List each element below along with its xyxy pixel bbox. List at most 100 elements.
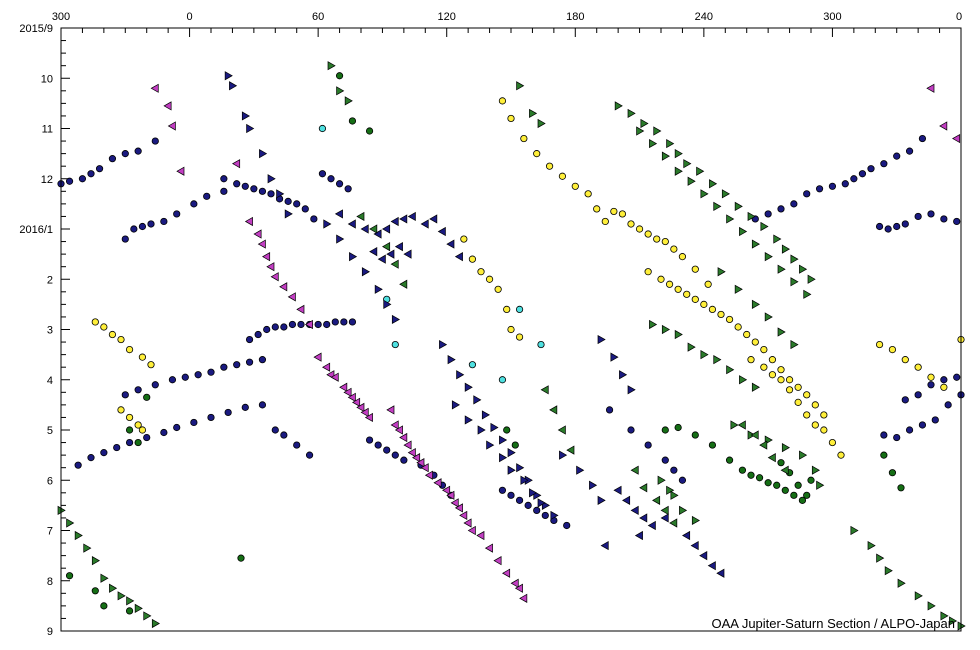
triangle-right-marker [473, 395, 482, 405]
circle-marker [138, 353, 147, 361]
circle-marker [143, 393, 151, 401]
circle-marker [691, 431, 699, 439]
triangle-right-marker [361, 267, 370, 277]
triangle-right-marker [610, 352, 619, 362]
circle-marker [635, 225, 644, 233]
circle-marker [888, 345, 897, 354]
circle-marker [391, 451, 399, 459]
circle-marker [558, 172, 567, 180]
triangle-right-marker [109, 583, 118, 593]
circle-marker [468, 361, 477, 369]
triangle-left-marker [334, 209, 343, 219]
triangle-left-marker [429, 214, 438, 224]
circle-marker [811, 401, 819, 409]
triangle-right-marker [709, 179, 718, 189]
circle-marker [893, 152, 901, 160]
triangle-left-marker [343, 387, 352, 397]
circle-marker [927, 210, 935, 218]
triangle-left-marker [463, 518, 472, 528]
y-tick-label: 8 [47, 576, 53, 588]
circle-marker [280, 431, 288, 439]
triangle-right-marker [481, 410, 490, 420]
triangle-left-marker [716, 568, 725, 578]
circle-marker [901, 356, 909, 364]
circle-marker [747, 356, 755, 364]
circle-marker [893, 222, 901, 231]
triangle-right-marker [276, 189, 285, 199]
circle-marker [880, 160, 888, 168]
triangle-right-marker [464, 415, 473, 425]
circle-marker [160, 217, 168, 226]
triangle-left-marker [549, 405, 558, 415]
circle-marker [498, 486, 507, 494]
circle-marker [944, 401, 952, 409]
triangle-left-marker [244, 216, 253, 227]
triangle-right-marker [867, 540, 876, 551]
y-tick-label: 2 [47, 274, 53, 286]
triangle-right-marker [764, 252, 773, 262]
circle-marker [365, 436, 374, 444]
circle-marker [125, 438, 134, 447]
triangle-right-marker [721, 189, 730, 199]
circle-marker [563, 521, 571, 530]
circle-marker [893, 433, 901, 442]
triangle-left-marker [682, 530, 691, 541]
triangle-left-marker [386, 249, 395, 259]
circle-marker [953, 373, 961, 381]
circle-marker [224, 408, 232, 417]
circle-marker [125, 345, 134, 354]
triangle-left-marker [690, 540, 699, 551]
circle-marker [117, 335, 125, 344]
circle-marker [798, 496, 807, 504]
circle-marker [593, 205, 601, 213]
triangle-right-marker [516, 463, 525, 473]
circle-marker [571, 182, 579, 190]
triangle-right-marker [559, 450, 568, 460]
triangle-left-marker [390, 420, 399, 430]
circle-marker [108, 155, 117, 163]
circle-marker [768, 356, 777, 364]
circle-marker [391, 340, 399, 349]
triangle-right-marker [344, 96, 353, 106]
triangle-right-marker [696, 166, 705, 176]
triangle-left-marker [304, 319, 313, 330]
circle-marker [74, 461, 82, 469]
circle-marker [258, 187, 267, 195]
triangle-right-marker [897, 578, 906, 588]
plot-frame [60, 27, 962, 632]
triangle-left-marker [493, 556, 502, 566]
triangle-left-marker [926, 83, 935, 93]
circle-marker [541, 511, 549, 520]
triangle-right-marker [507, 448, 516, 458]
circle-marker [665, 280, 674, 288]
triangle-right-marker [790, 254, 799, 264]
triangle-right-marker [499, 453, 508, 463]
circle-marker [773, 481, 781, 489]
triangle-left-marker [459, 510, 468, 521]
triangle-left-marker [364, 412, 373, 423]
x-tick-label: 0 [956, 11, 962, 23]
circle-marker [485, 275, 494, 283]
circle-marker [820, 411, 828, 419]
circle-marker [674, 423, 682, 432]
circle-marker [143, 433, 151, 442]
circle-marker [524, 501, 532, 509]
y-tick-label: 6 [47, 475, 53, 487]
triangle-left-marker [540, 385, 549, 395]
y-tick-label: 7 [47, 526, 53, 538]
triangle-right-marker [666, 485, 675, 495]
triangle-left-marker [262, 252, 271, 262]
circle-marker [790, 491, 798, 499]
circle-marker [151, 381, 159, 389]
triangle-right-marker [747, 211, 756, 222]
triangle-right-marker [451, 400, 460, 410]
circle-marker [271, 426, 279, 434]
circle-marker [267, 190, 275, 198]
circle-marker [220, 363, 228, 371]
circle-marker [78, 175, 87, 183]
circle-marker [87, 170, 95, 178]
triangle-right-marker [74, 530, 83, 541]
triangle-right-marker [700, 189, 709, 199]
triangle-right-marker [383, 299, 392, 309]
triangle-left-marker [266, 262, 275, 272]
